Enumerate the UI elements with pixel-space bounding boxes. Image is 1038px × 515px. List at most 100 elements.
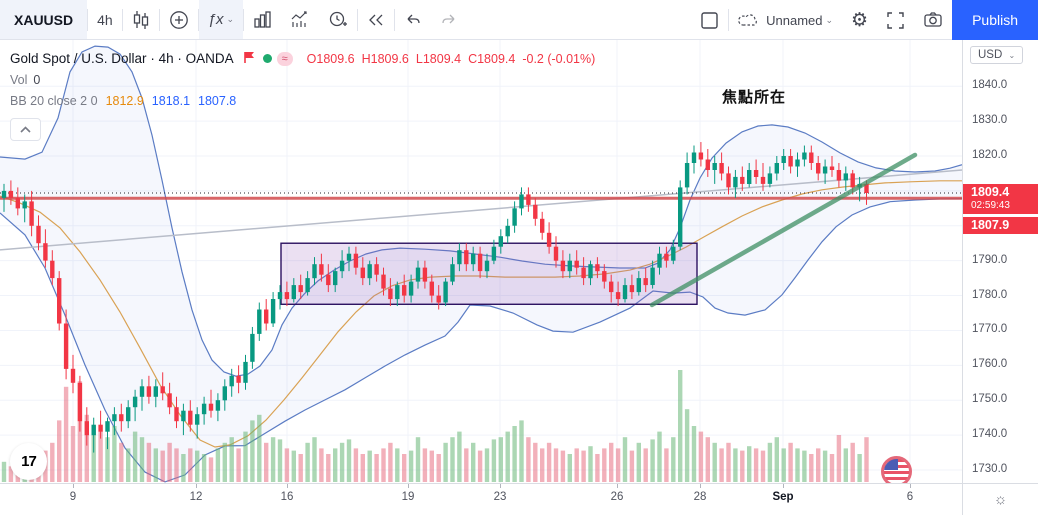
chevron-down-icon: ⌄ xyxy=(825,14,834,25)
candle-body xyxy=(84,421,89,436)
fullscreen-button[interactable] xyxy=(877,0,914,40)
candle-body xyxy=(795,159,800,167)
candle-body xyxy=(809,152,814,163)
chart-svg[interactable] xyxy=(0,40,962,483)
indicator-templates-button[interactable] xyxy=(244,0,281,39)
volume-bar xyxy=(284,448,290,482)
candle-body xyxy=(540,218,545,233)
compare-plus-icon xyxy=(169,10,189,30)
save-layout-button[interactable]: Unnamed ⌄ xyxy=(729,0,842,40)
candle-body xyxy=(802,152,807,160)
candle-body xyxy=(346,253,352,261)
candle-body xyxy=(91,424,96,436)
candle-body xyxy=(215,400,221,411)
volume-value: 0 xyxy=(33,72,41,87)
last-price-badge: 1809.4 02:59:43 xyxy=(963,183,1038,214)
economic-event-us-flag-icon[interactable] xyxy=(881,456,912,483)
candle-body xyxy=(595,264,600,272)
candle-body xyxy=(574,260,579,268)
market-status-dot-icon xyxy=(262,54,272,63)
volume-bar xyxy=(505,431,510,482)
chart-canvas[interactable]: Gold Spot / U.S. Dollar · 4h · OANDA ≈ O… xyxy=(0,40,962,483)
time-tick-mark xyxy=(700,484,701,488)
volume-bar xyxy=(733,448,738,482)
candle-body xyxy=(477,253,483,272)
volume-bar xyxy=(277,439,283,482)
price-tick-label: 1840.0 xyxy=(972,79,1008,92)
flag-icon[interactable] xyxy=(243,51,256,67)
tradingview-logo[interactable]: 17 xyxy=(10,443,47,480)
volume-bar xyxy=(609,442,614,482)
interval-button[interactable]: 4h xyxy=(97,11,113,28)
candle-body xyxy=(733,176,738,188)
symbol-button[interactable]: XAUUSD xyxy=(0,0,88,39)
candle-body xyxy=(464,250,469,265)
volume-bar xyxy=(753,448,759,482)
candle-body xyxy=(112,414,117,422)
alert-button[interactable] xyxy=(319,0,357,39)
candle-body xyxy=(836,170,842,181)
volume-bar xyxy=(691,426,697,482)
volume-indicator-label[interactable]: Vol xyxy=(10,72,28,87)
volume-bar xyxy=(201,454,207,482)
volume-bar xyxy=(850,442,855,482)
volume-bar xyxy=(809,454,814,482)
candle-body xyxy=(415,267,421,282)
volume-bar xyxy=(829,454,835,482)
price-axis[interactable]: USD ⌄ 1809.4 02:59:43 1807.9 1840.0 1830.… xyxy=(962,40,1038,483)
candle-body xyxy=(326,274,331,286)
ohlc-values: O1809.6 H1809.6 L1809.4 C1809.4 -0.2 (-0… xyxy=(306,51,596,66)
toolbar-divider xyxy=(394,8,396,31)
candle-body xyxy=(70,368,76,383)
replay-button[interactable] xyxy=(358,0,394,39)
change-value: -0.2 (-0.01%) xyxy=(522,51,596,66)
chart-style-button[interactable] xyxy=(123,0,159,39)
bb-indicator-label[interactable]: BB 20 close 2 0 xyxy=(10,93,98,108)
candle-body xyxy=(146,386,152,397)
volume-bar xyxy=(802,450,807,482)
volume-bar xyxy=(270,437,276,482)
volume-bar xyxy=(360,454,365,482)
volume-bar xyxy=(574,448,579,482)
candle-body xyxy=(250,333,255,362)
undo-button[interactable] xyxy=(395,0,431,39)
volume-bar xyxy=(105,437,110,482)
layout-button[interactable] xyxy=(691,0,728,40)
candle-body xyxy=(22,201,27,209)
volume-bar xyxy=(381,448,386,482)
candle-body xyxy=(843,173,848,181)
axis-settings-button[interactable]: ☼ xyxy=(962,483,1038,515)
volume-bar xyxy=(816,448,821,482)
fullscreen-icon xyxy=(886,11,905,30)
chevron-down-icon: ⌄ xyxy=(226,14,235,24)
currency-selector[interactable]: USD ⌄ xyxy=(970,46,1024,64)
volume-bar xyxy=(540,448,545,482)
time-tick-mark xyxy=(617,484,618,488)
layout-icon xyxy=(700,11,719,30)
symbol-title[interactable]: Gold Spot / U.S. Dollar · 4h · OANDA xyxy=(10,51,234,66)
compare-button[interactable] xyxy=(160,0,198,39)
volume-bar xyxy=(1,461,7,482)
delayed-data-badge[interactable]: ≈ xyxy=(276,51,293,66)
redo-button[interactable] xyxy=(431,0,467,39)
candle-body xyxy=(153,386,158,397)
toolbar-divider xyxy=(197,8,199,31)
text-annotation[interactable]: 焦點所在 xyxy=(722,89,787,106)
candle-body xyxy=(1,190,7,198)
top-toolbar: XAUUSD 4h ƒx ⌄ xyxy=(0,0,1038,40)
volume-bar xyxy=(208,457,214,482)
panel-collapse-button[interactable] xyxy=(10,118,41,141)
forecast-button[interactable] xyxy=(281,0,319,39)
publish-button[interactable]: Publish xyxy=(952,0,1038,40)
volume-bar xyxy=(84,414,89,482)
candle-body xyxy=(678,187,683,247)
candle-body xyxy=(353,253,359,268)
candle-body xyxy=(753,170,759,177)
snapshot-button[interactable] xyxy=(914,0,952,40)
time-axis[interactable]: 9 12 16 19 23 26 28 Sep 6 xyxy=(0,483,962,515)
candle-body xyxy=(657,253,662,268)
indicators-button[interactable]: ƒx ⌄ xyxy=(198,0,244,39)
settings-button[interactable]: ⚙ xyxy=(842,0,877,40)
redo-icon xyxy=(440,12,458,28)
time-tick-mark xyxy=(287,484,288,488)
